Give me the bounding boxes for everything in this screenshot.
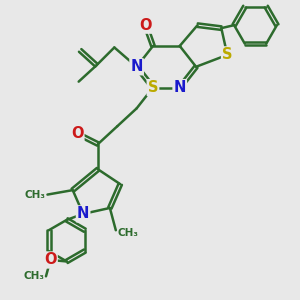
Text: N: N: [77, 206, 89, 221]
Text: S: S: [222, 47, 232, 62]
Text: CH₃: CH₃: [117, 228, 138, 238]
Text: O: O: [139, 18, 152, 33]
Text: O: O: [71, 126, 83, 141]
Text: CH₃: CH₃: [25, 190, 46, 200]
Text: N: N: [173, 80, 186, 95]
Text: CH₃: CH₃: [23, 271, 44, 281]
Text: N: N: [130, 59, 143, 74]
Text: S: S: [148, 80, 158, 95]
Text: O: O: [44, 253, 57, 268]
